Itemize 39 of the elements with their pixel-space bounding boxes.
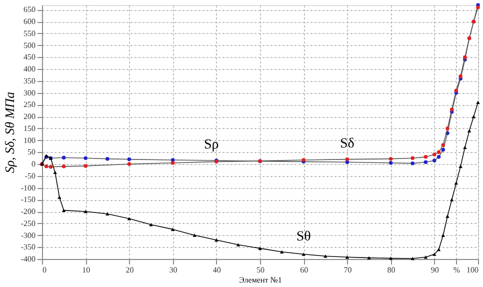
- y-tick-label: -250: [20, 218, 36, 228]
- x-tick-label: 30: [169, 266, 178, 274]
- x-tick-label: 20: [126, 266, 134, 274]
- y-tick-label: 550: [24, 28, 36, 38]
- y-tick-label: 250: [24, 100, 36, 110]
- y-axis-title: Sρ, Sδ, Sθ МПа: [2, 91, 17, 174]
- x-tick-label: 10: [82, 266, 90, 274]
- y-tick-label: 150: [24, 124, 36, 133]
- y-tick-label: 200: [24, 112, 36, 122]
- x-tick-label: %: [453, 266, 460, 274]
- x-tick-label: 0: [42, 266, 46, 274]
- x-tick-label: 70: [344, 266, 352, 274]
- y-tick-label: -150: [20, 195, 36, 204]
- y-tick-label: -50: [24, 171, 36, 180]
- y-tick-label: -350: [20, 242, 36, 252]
- x-tick-label: 50: [256, 266, 264, 274]
- y-tick-label: 650: [24, 5, 36, 14]
- x-tick-label: 90: [430, 266, 439, 274]
- y-tick-label: 450: [24, 52, 36, 62]
- x-tick-label: 100: [466, 266, 478, 274]
- x-tick-label: 60: [300, 266, 308, 274]
- series-label: Sρ: [204, 137, 219, 152]
- series-label: Sθ: [296, 229, 312, 244]
- y-tick-label: 400: [24, 64, 36, 74]
- y-tick-label: -200: [20, 207, 36, 216]
- x-tick-label: 80: [387, 266, 396, 274]
- y-tick-label: 350: [24, 76, 36, 86]
- y-tick-label: 300: [24, 88, 36, 98]
- y-tick-label: -100: [20, 183, 36, 192]
- y-tick-label: 50: [28, 148, 36, 157]
- x-tick-label: 40: [212, 266, 221, 274]
- y-tick-label: 600: [24, 17, 36, 26]
- y-tick-label: 500: [24, 40, 36, 50]
- y-tick-label: -400: [20, 254, 36, 264]
- y-tick-label: 0: [32, 160, 36, 169]
- x-axis-title: Элемент №1: [239, 276, 282, 284]
- y-tick-label: 100: [24, 136, 36, 145]
- y-tick-label: -300: [20, 230, 36, 240]
- series-label: Sδ: [340, 136, 355, 152]
